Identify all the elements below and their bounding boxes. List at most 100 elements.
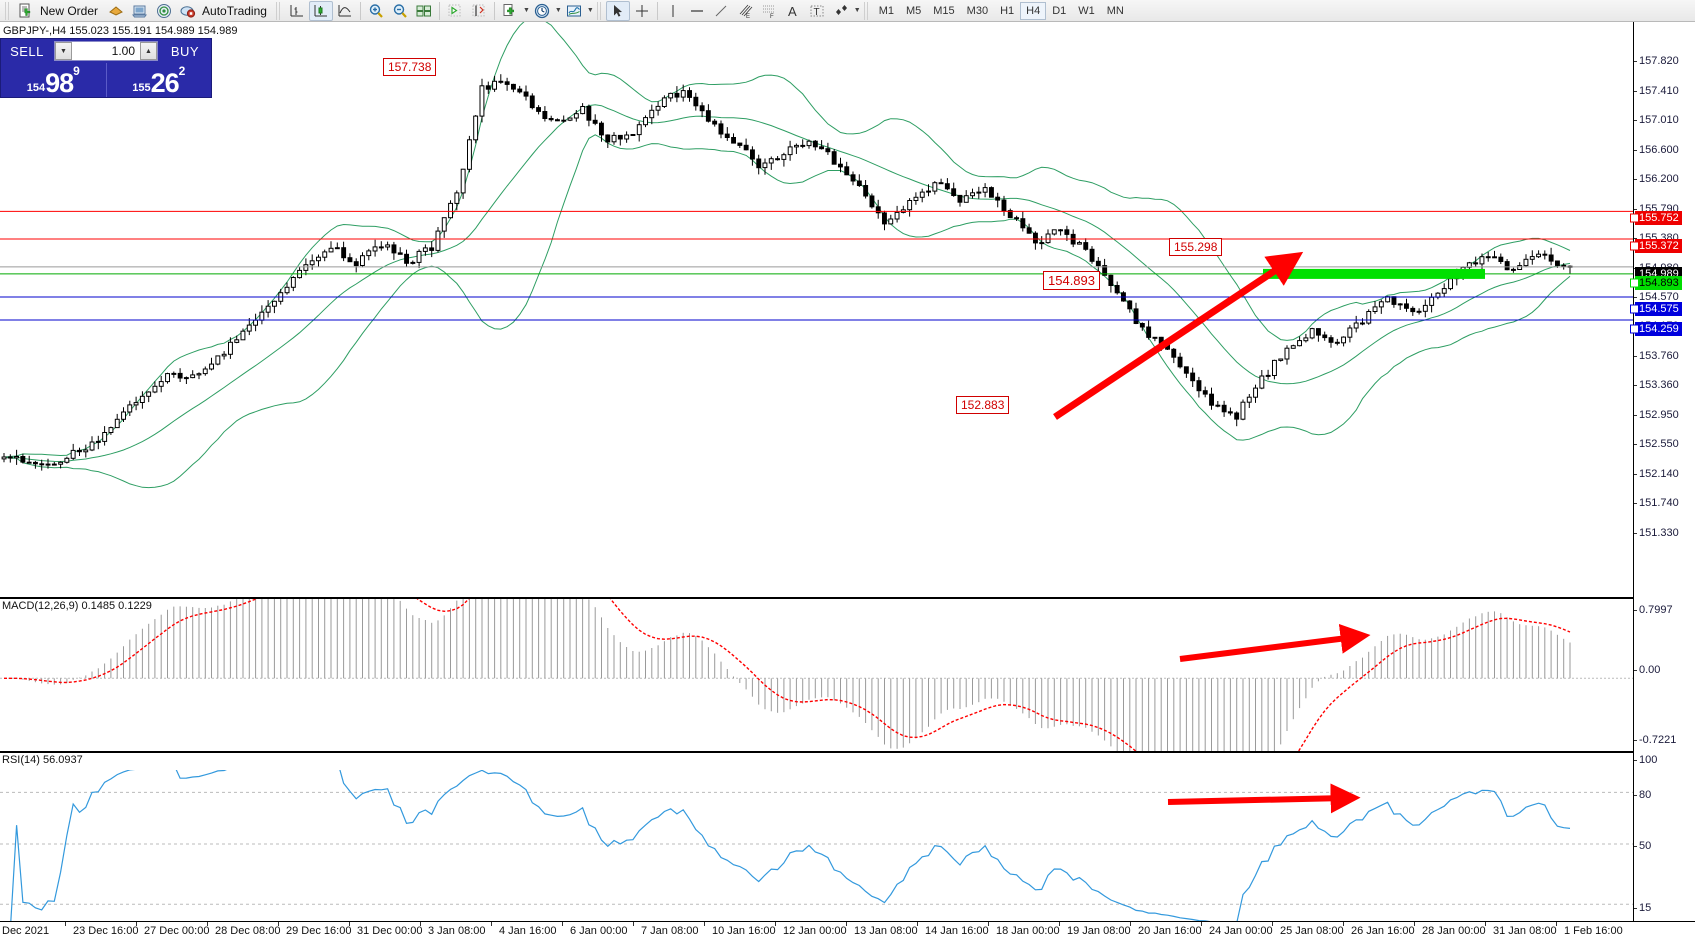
crosshair-icon[interactable]	[630, 1, 654, 21]
candle-body	[668, 92, 674, 99]
price-label-154893[interactable]: 154.893	[1635, 276, 1682, 290]
autotrading-label[interactable]: AutoTrading	[202, 3, 267, 18]
callout-154893[interactable]: 154.893	[1043, 271, 1100, 290]
volume-stepper[interactable]: ▼ 1.00 ▲	[54, 41, 158, 61]
candle-body	[1473, 262, 1479, 265]
candle-body	[1523, 258, 1529, 267]
time-tick-mark-21	[1485, 922, 1486, 926]
toolbar-grip[interactable]	[5, 1, 11, 20]
text-label-icon[interactable]: T	[805, 1, 829, 21]
shapes-dropdown-caret[interactable]: ▼	[853, 7, 861, 14]
main-toolbar[interactable]: New Order AutoTrading	[0, 0, 1695, 22]
timeframe-mn[interactable]: MN	[1106, 4, 1124, 17]
candle-body	[89, 441, 95, 451]
templates-icon[interactable]	[498, 1, 522, 21]
equidistant-channel-icon[interactable]: E	[733, 1, 757, 21]
timeframe-m1[interactable]: M1	[878, 4, 894, 17]
shapes-icon[interactable]	[829, 1, 853, 21]
candle-body	[1234, 412, 1240, 420]
price-label-155372-handle[interactable]	[1630, 241, 1639, 251]
timeframe-w1[interactable]: W1	[1078, 4, 1095, 17]
candle-body	[951, 188, 957, 197]
time-tick-4: 29 Dec 16:00	[286, 925, 352, 937]
templates-dropdown-caret[interactable]: ▼	[522, 7, 530, 14]
text-icon[interactable]: A	[781, 1, 805, 21]
tile-windows-icon[interactable]	[412, 1, 436, 21]
volume-value[interactable]: 1.00	[111, 44, 135, 58]
one-click-trading-panel[interactable]: SELL ▼ 1.00 ▲ BUY 154 98 9 155 26 2	[0, 38, 212, 98]
callout-157738[interactable]: 157.738	[383, 58, 437, 76]
bar-chart-icon[interactable]	[285, 1, 309, 21]
auto-scroll-icon[interactable]	[467, 1, 491, 21]
market-watch-icon[interactable]	[152, 1, 176, 21]
zoom-in-icon[interactable]	[364, 1, 388, 21]
toolbar-separator	[359, 1, 361, 20]
candle-body	[1542, 253, 1548, 256]
price-tick-151740: 151.740	[1634, 497, 1679, 509]
timeframe-m5[interactable]: M5	[905, 4, 922, 17]
price-label-154259-handle[interactable]	[1630, 324, 1639, 334]
toolbar-grip-3[interactable]	[596, 1, 603, 20]
macd-pane[interactable]	[0, 599, 1633, 751]
toolbar-grip-4[interactable]	[863, 1, 870, 20]
candle-body	[511, 83, 516, 90]
cursor-icon[interactable]	[605, 0, 630, 21]
candle-body	[976, 191, 982, 194]
price-axis[interactable]: 157.820 157.410 157.010 156.600 156.200 155.7…	[1630, 22, 1695, 941]
horizontal-line-icon[interactable]	[685, 1, 709, 21]
terminal-icon[interactable]	[128, 1, 152, 21]
chart-shift-icon[interactable]	[443, 1, 467, 21]
new-order-icon[interactable]	[14, 1, 38, 21]
chart-window[interactable]: GBPJPY-,H4 155.023 155.191 154.989 154.9…	[0, 22, 1695, 941]
callout-152883[interactable]: 152.883	[956, 396, 1010, 414]
vertical-line-icon[interactable]	[661, 1, 685, 21]
rsi-trend-arrow[interactable]	[1167, 783, 1361, 814]
price-label-154259[interactable]: 154.259	[1635, 322, 1682, 336]
timeframe-h4[interactable]: H4	[1020, 1, 1047, 20]
trendline-arrow[interactable]	[1053, 251, 1304, 420]
time-tick-mark-3	[207, 922, 208, 926]
line-chart-icon[interactable]	[333, 1, 357, 21]
rsi-pane[interactable]	[0, 770, 1633, 940]
sell-price-display[interactable]: 154 98 9	[1, 63, 106, 97]
period-icon[interactable]	[530, 1, 554, 21]
sell-button[interactable]: SELL	[10, 43, 44, 59]
price-label-154893-handle[interactable]	[1630, 278, 1639, 288]
candle-body	[416, 250, 422, 263]
price-label-155752-handle[interactable]	[1630, 213, 1639, 223]
zoom-out-icon[interactable]	[388, 1, 412, 21]
candle-body	[1479, 256, 1485, 265]
timeframe-d1[interactable]: D1	[1052, 4, 1067, 17]
buy-price-display[interactable]: 155 26 2	[105, 63, 212, 97]
expert-advisors-icon[interactable]	[104, 1, 128, 21]
entry-zone-highlight[interactable]	[1263, 268, 1485, 279]
toolbar-grip-2[interactable]	[275, 1, 282, 20]
buy-button[interactable]: BUY	[170, 43, 200, 59]
indicators-icon[interactable]	[562, 1, 586, 21]
volume-decrease-button[interactable]: ▼	[55, 42, 72, 60]
price-label-154575-handle[interactable]	[1630, 304, 1639, 314]
price-label-155372[interactable]: 155.372	[1635, 239, 1682, 253]
price-label-155752[interactable]: 155.752	[1635, 211, 1682, 225]
timeframe-m15[interactable]: M15	[933, 4, 955, 17]
candlestick-chart-icon[interactable]	[308, 0, 333, 21]
time-tick-1: 23 Dec 16:00	[73, 925, 139, 937]
period-dropdown-caret[interactable]: ▼	[554, 7, 562, 14]
candle-body	[687, 90, 692, 98]
callout-155298[interactable]: 155.298	[1169, 238, 1223, 256]
timeframe-h1[interactable]: H1	[1000, 4, 1015, 17]
fibonacci-icon[interactable]: F	[757, 1, 781, 21]
trendline-icon[interactable]	[709, 1, 733, 21]
candle-body	[624, 134, 630, 140]
volume-increase-button[interactable]: ▲	[140, 42, 157, 60]
new-order-label[interactable]: New Order	[40, 3, 99, 18]
indicators-dropdown-caret[interactable]: ▼	[586, 7, 594, 14]
time-axis[interactable]: Dec 2021 23 Dec 16:00 27 Dec 00:00 28 Dec 0…	[0, 921, 1695, 941]
macd-trend-arrow[interactable]	[1179, 623, 1371, 662]
price-chart-pane[interactable]	[0, 22, 1633, 582]
candle-body	[240, 330, 246, 341]
candle-body	[1316, 328, 1321, 336]
autotrading-icon[interactable]	[176, 1, 200, 21]
timeframe-m30[interactable]: M30	[966, 4, 989, 17]
price-label-154575[interactable]: 154.575	[1635, 302, 1682, 316]
